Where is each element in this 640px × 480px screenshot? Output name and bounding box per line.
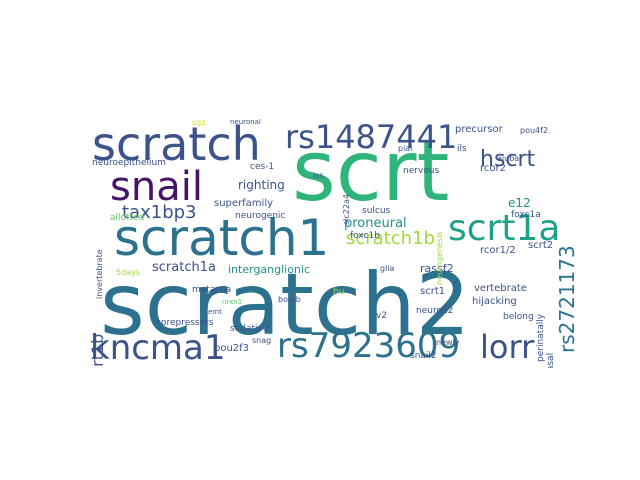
- word-scrt: scrt: [292, 122, 450, 220]
- word-5days: 5days: [116, 268, 140, 277]
- word-pou4f2: pou4f2: [520, 126, 549, 135]
- word-slc22a4: slc22a4: [342, 194, 351, 225]
- word-snail2: snail2: [410, 351, 437, 361]
- word-rs7923609: rs7923609: [277, 326, 461, 366]
- word-scrt1b: scrt1b: [88, 333, 107, 368]
- word-emt: emt: [208, 308, 222, 316]
- word-vomeronasal: vomeronasal: [546, 353, 556, 368]
- word-sulcus: sulcus: [362, 206, 391, 216]
- word-proneural: proneural: [344, 216, 407, 231]
- word-metazoa: metazoa: [192, 285, 232, 295]
- word-nervous: nervous: [403, 166, 440, 176]
- word-corepressors: corepressors: [156, 318, 214, 328]
- word-hscrt: hscrt: [480, 147, 536, 172]
- word-ces1: ces-1: [250, 162, 275, 172]
- word-scratch: scratch: [92, 119, 261, 171]
- word-tax1bp3: tax1bp3: [122, 202, 197, 223]
- word-scratch1: scratch1: [114, 209, 330, 267]
- word-ajuba: ajuba: [497, 154, 520, 163]
- word-interganglionic: interganglionic: [228, 263, 311, 276]
- word-iss: iss: [313, 171, 324, 180]
- word-snag: snag: [252, 336, 272, 345]
- word-neuronal: neuronal: [230, 119, 261, 126]
- word-snail: snail: [110, 164, 203, 210]
- word-ils: ils: [457, 144, 467, 154]
- word-lorr: lorr: [480, 328, 535, 366]
- word-rs1487441: rs1487441: [285, 119, 458, 156]
- word-bomb: bomb: [278, 295, 301, 304]
- word-scrt1a: scrt1a: [448, 208, 561, 249]
- word-hijacking: hijacking: [472, 296, 517, 307]
- word-scrt1: scrt1: [420, 286, 446, 297]
- word-cloud: scrt scratch2 scratch rs1487441 snail sc…: [80, 119, 581, 368]
- word-scratch2: scratch2: [100, 255, 471, 355]
- word-hu: hu: [333, 287, 345, 297]
- word-sedative: sedative: [230, 324, 269, 334]
- word-nrxn1: nrxn1: [222, 298, 243, 306]
- word-neurod2: neurod2: [416, 306, 454, 316]
- word-neurogenesis: neurogenesis: [435, 231, 444, 285]
- word-perinatally: perinatally: [536, 313, 546, 362]
- word-invertebrate: invertebrate: [95, 249, 104, 299]
- word-kncma1: kncma1: [90, 328, 226, 368]
- word-belong: belong: [503, 312, 534, 322]
- word-neurogenic: neurogenic: [235, 211, 286, 221]
- word-rcor1_2: rcor1/2: [480, 245, 516, 256]
- word-foxc1a: foxc1a: [511, 210, 541, 220]
- word-scratch1a: scratch1a: [152, 260, 216, 275]
- word-neuroepithelium: neuroepithelium: [92, 158, 166, 168]
- word-scratch1b: scratch1b: [346, 228, 435, 249]
- word-allotted: allotted: [110, 213, 145, 223]
- word-e12: e12: [508, 196, 531, 210]
- word-scrt2: scrt2: [528, 240, 554, 251]
- word-v2: v2: [376, 311, 388, 321]
- word-superfamily: superfamily: [214, 198, 274, 209]
- word-foxc1b: foxc1b: [350, 231, 380, 241]
- word-glia: glia: [380, 264, 395, 273]
- word-rcor2: rcor2: [480, 163, 506, 174]
- word-vertebrate: vertebrate: [474, 283, 527, 294]
- word-pou2f3: pou2f3: [214, 343, 250, 354]
- word-precursor: precursor: [455, 124, 503, 135]
- word-pial: pial: [398, 144, 413, 153]
- word-sgz: sgz: [192, 119, 206, 127]
- word-righting: righting: [238, 178, 285, 192]
- word-rs2721173: rs2721173: [555, 245, 579, 353]
- word-newly: newly: [436, 338, 460, 347]
- word-rassf2: rassf2: [420, 262, 454, 275]
